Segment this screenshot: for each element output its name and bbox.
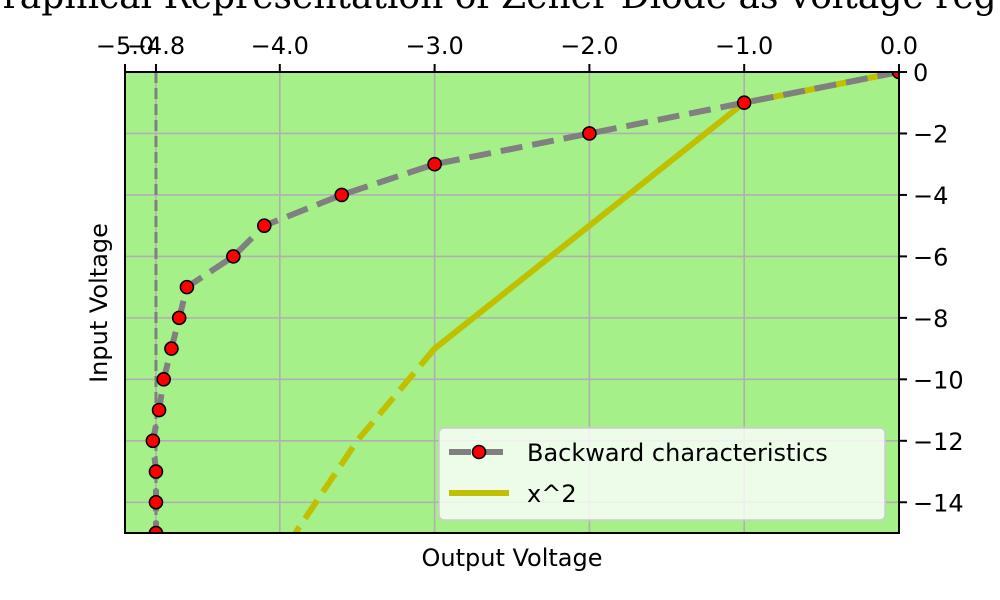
backward-characteristics-point bbox=[156, 372, 171, 387]
backward-characteristics-point bbox=[171, 310, 187, 326]
legend-marker-backward bbox=[471, 444, 487, 460]
backward-characteristics-point bbox=[148, 525, 164, 533]
backward-characteristics-point bbox=[427, 156, 442, 172]
y-axis-label: Input Voltage bbox=[85, 223, 113, 383]
x-axis-label: Output Voltage bbox=[421, 544, 602, 572]
backward-characteristics-point bbox=[891, 72, 899, 80]
legend-layer: Backward characteristics x^2 bbox=[438, 427, 886, 521]
x2-dashed-line bbox=[292, 346, 437, 533]
y-tick-label: −8 bbox=[913, 305, 948, 333]
y-tick-label: −2 bbox=[913, 120, 948, 148]
y-tick-label: −4 bbox=[913, 182, 948, 210]
backward-characteristics-point bbox=[179, 279, 195, 295]
backward-characteristics-line bbox=[149, 72, 899, 533]
x-tick-label: 0.0 bbox=[880, 32, 918, 60]
x-tick-label: −4.0 bbox=[251, 32, 309, 60]
backward-characteristics-point bbox=[226, 249, 241, 264]
backward-characteristics-point bbox=[145, 433, 161, 449]
legend-box bbox=[438, 427, 886, 521]
x-tick-label: −2.0 bbox=[560, 32, 618, 60]
backward-characteristics-point bbox=[148, 464, 164, 479]
x-tick-label: −3.0 bbox=[405, 32, 463, 60]
x-tick-label: −4.8 bbox=[127, 32, 185, 60]
legend-label-x2: x^2 bbox=[527, 480, 577, 508]
legend-label-backward: Backward characteristics bbox=[527, 439, 828, 467]
backward-characteristics-point bbox=[148, 494, 164, 510]
backward-characteristics-point bbox=[582, 126, 597, 141]
y-tick-label: 0 bbox=[913, 59, 928, 87]
y-tick-label: −6 bbox=[913, 243, 948, 271]
chart-title: Graphical Representation of Zener Diode … bbox=[0, 0, 1000, 17]
backward-characteristics-point bbox=[257, 218, 272, 233]
y-tick-label: −12 bbox=[913, 428, 964, 456]
axes-layer bbox=[124, 71, 900, 534]
series-layer bbox=[145, 72, 899, 533]
backward-characteristics-point bbox=[164, 341, 179, 356]
ticks-layer: −5.0−4.8 −4.0 −3.0 −2.0 −1.0 0.00 −2 −4 −6 −8 −10 −… bbox=[96, 32, 964, 517]
x-tick-label: −5.0 bbox=[96, 32, 154, 60]
y-tick-label: −10 bbox=[913, 366, 964, 394]
backward-characteristics-point bbox=[334, 187, 350, 203]
backward-characteristics-point bbox=[736, 95, 752, 111]
backward-characteristics-point bbox=[151, 402, 167, 418]
y-tick-label: −14 bbox=[913, 489, 964, 517]
plot-frame bbox=[124, 71, 900, 534]
x-tick-label: −1.0 bbox=[715, 32, 773, 60]
